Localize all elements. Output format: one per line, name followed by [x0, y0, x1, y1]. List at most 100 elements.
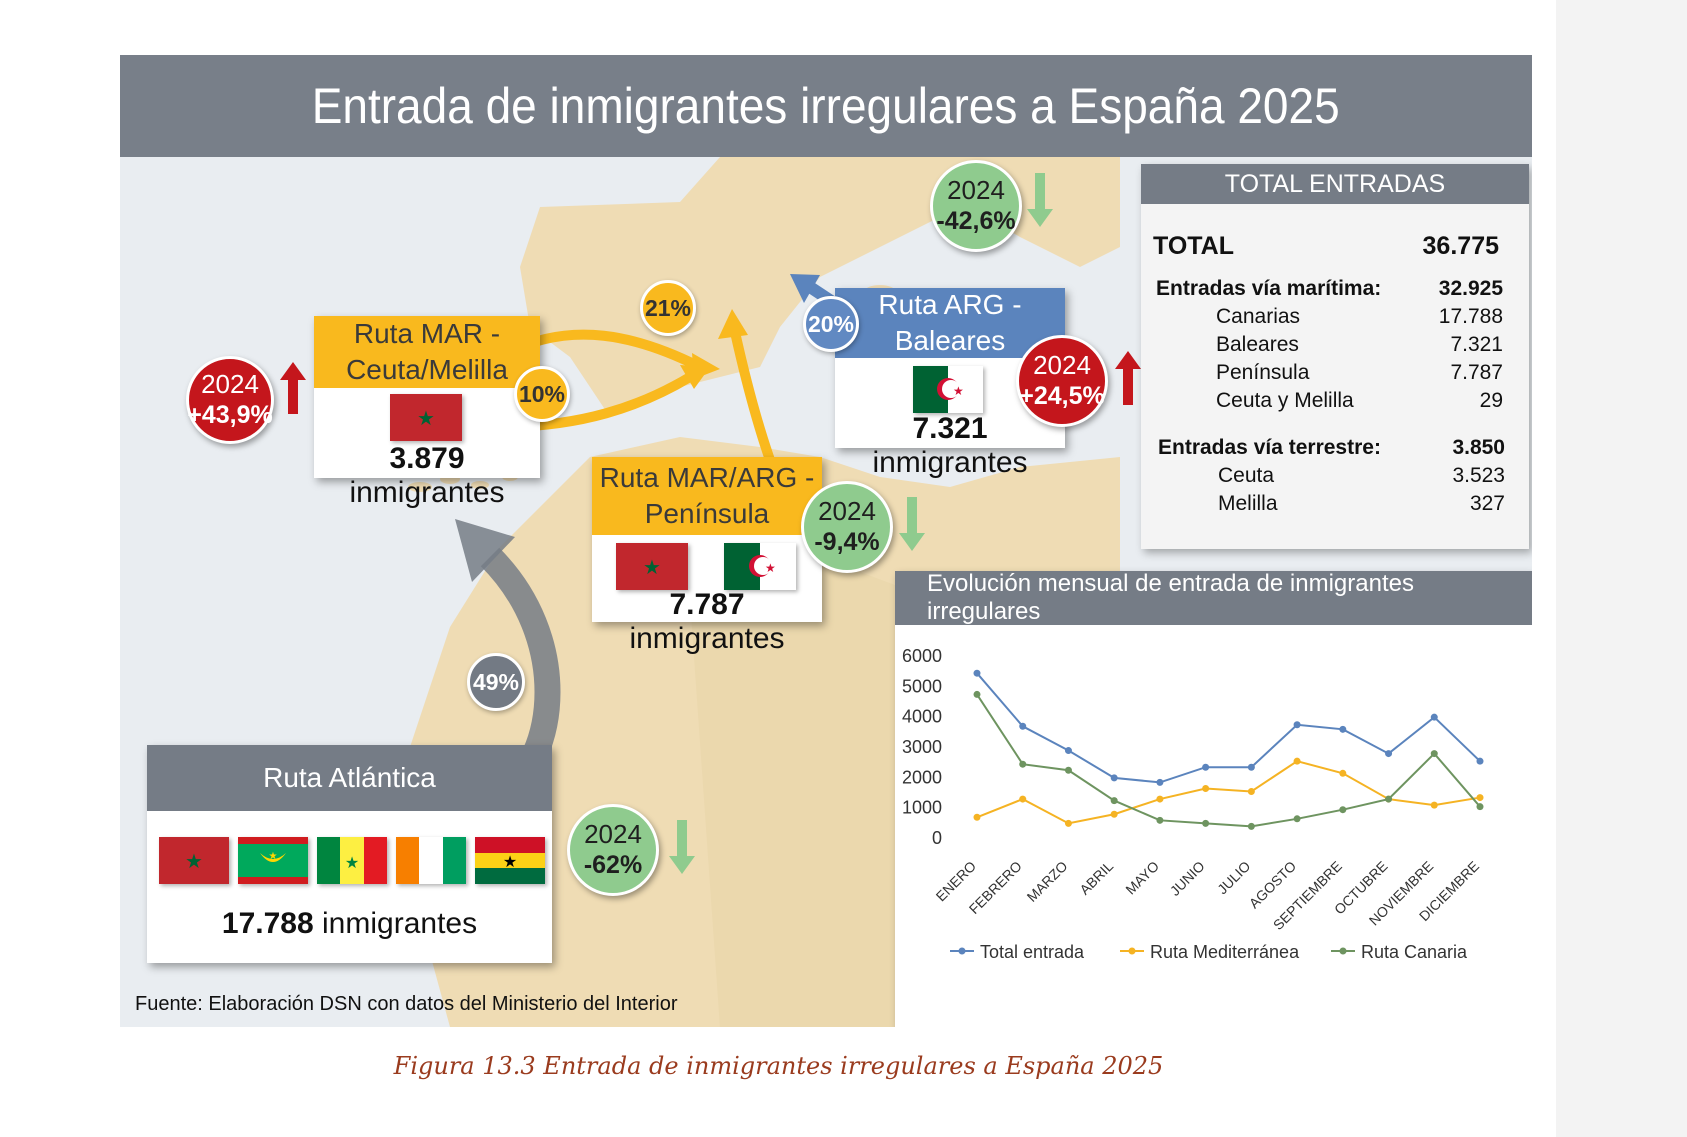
title-banner: Entrada de inmigrantes irregulares a Esp…	[120, 55, 1532, 157]
bubble-year: 2024	[818, 496, 876, 526]
data-point	[1247, 763, 1255, 771]
data-point	[1064, 819, 1072, 827]
maritime-item-label: Península	[1216, 361, 1310, 384]
maritime-value: 32.925	[1438, 277, 1503, 300]
data-point	[1064, 747, 1072, 755]
monthly-chart-panel: Evolución mensual de entrada de inmigran…	[895, 570, 1532, 1027]
y-tick-label: 5000	[902, 676, 942, 696]
route-count: 17.788 inmigrantes	[147, 907, 552, 941]
down-arrow-icon	[669, 820, 695, 874]
land-value: 3.850	[1452, 436, 1505, 459]
maritime-item-label: Canarias	[1216, 305, 1301, 328]
series-line	[976, 760, 1481, 825]
data-point	[1110, 797, 1118, 805]
data-point	[1339, 769, 1347, 777]
route-count-value: 17.788	[221, 907, 314, 940]
y-tick-label: 2000	[902, 767, 942, 787]
maritime-item-value: 7.321	[1450, 333, 1503, 356]
data-point	[1476, 794, 1484, 802]
senegal-flag-icon: ★	[317, 837, 387, 884]
route-title: Ruta ARG - Baleares	[835, 288, 1065, 358]
data-point	[1202, 784, 1210, 792]
data-point	[1064, 766, 1072, 774]
x-tick-label: JULIO	[1214, 858, 1253, 897]
up-arrow-icon	[1115, 351, 1141, 405]
data-point	[1293, 721, 1301, 729]
change-bubble-ceuta: 2024 +43,9%	[186, 356, 274, 444]
change-bubble-peninsula: 2024 -9,4%	[801, 481, 893, 573]
data-point	[973, 813, 981, 821]
legend-label: Ruta Mediterránea	[1150, 942, 1300, 962]
data-point	[973, 690, 981, 698]
route-count-unit: inmigrantes	[322, 907, 478, 940]
data-point	[1019, 722, 1027, 730]
y-tick-label: 0	[932, 828, 942, 848]
route-box-baleares: Ruta ARG - Baleares ★ 7.321 inmigrantes	[835, 288, 1065, 479]
data-point	[1247, 788, 1255, 795]
x-tick-label: JUNIO	[1167, 858, 1208, 899]
total-panel-header: TOTAL ENTRADAS	[1141, 164, 1529, 204]
share-badge-ceuta: 10%	[514, 366, 570, 422]
data-point	[1156, 816, 1164, 824]
route-title: Ruta MAR - Ceuta/Melilla	[314, 316, 540, 388]
mauritania-flag-icon: ★	[238, 837, 308, 884]
total-entries-panel: TOTAL ENTRADAS TOTAL 36.775 Entradas vía…	[1141, 164, 1529, 549]
y-tick-label: 3000	[902, 737, 942, 757]
data-point	[1385, 750, 1393, 758]
maritime-item-label: Baleares	[1216, 333, 1299, 356]
data-point	[1430, 713, 1438, 721]
figure-caption: Figura 13.3 Entrada de inmigrantes irreg…	[393, 1052, 1164, 1080]
maritime-item-value: 7.787	[1450, 361, 1503, 384]
route-title-line1: Ruta ARG -	[878, 289, 1022, 320]
route-title-line2: Baleares	[894, 325, 1006, 356]
share-badge-peninsula: 21%	[640, 280, 696, 336]
series-line	[976, 672, 1481, 784]
infographic-title: Entrada de inmigrantes irregulares a Esp…	[312, 78, 1340, 134]
land-label: Entradas vía terrestre:	[1158, 436, 1381, 459]
morocco-flag-icon: ★	[390, 394, 462, 441]
down-arrow-icon	[1027, 173, 1053, 227]
bubble-year: 2024	[201, 369, 259, 399]
route-title-line1: Ruta MAR/ARG -	[599, 462, 815, 493]
data-point	[1293, 757, 1301, 765]
svg-text:★: ★	[269, 851, 278, 862]
algeria-flag-icon: ★	[913, 366, 983, 413]
morocco-flag-icon: ★	[159, 837, 229, 884]
y-tick-label: 1000	[902, 798, 942, 818]
change-bubble-atlantica: 2024 -62%	[567, 804, 659, 896]
data-point	[1202, 763, 1210, 771]
route-box-peninsula: Ruta MAR/ARG - Península ★ ★ 7.787 inmig…	[592, 457, 822, 655]
total-value: 36.775	[1422, 232, 1499, 260]
route-count-unit: inmigrantes	[872, 446, 1028, 479]
route-count-value: 3.879	[389, 442, 465, 475]
x-tick-label: MAYO	[1122, 858, 1162, 898]
morocco-flag-icon: ★	[616, 543, 688, 590]
route-title-line1: Ruta MAR -	[353, 318, 501, 349]
svg-text:★: ★	[643, 555, 661, 579]
bubble-change: +43,9%	[187, 401, 273, 429]
bubble-change: +24,5%	[1019, 382, 1105, 410]
route-title-line2: Península	[644, 498, 770, 529]
data-point	[1156, 795, 1164, 803]
route-box-ceuta-melilla: Ruta MAR - Ceuta/Melilla ★ 3.879 inmigra…	[314, 316, 540, 509]
data-point	[1385, 795, 1393, 803]
x-tick-label: ENERO	[933, 858, 980, 905]
route-count-value: 7.787	[669, 588, 745, 621]
svg-text:★: ★	[953, 384, 964, 398]
data-point	[1339, 806, 1347, 814]
bubble-year: 2024	[947, 175, 1005, 205]
land-item-label: Melilla	[1218, 492, 1278, 515]
share-badge-baleares: 20%	[803, 296, 859, 352]
svg-text:★: ★	[185, 849, 203, 873]
bubble-year: 2024	[1033, 350, 1091, 380]
land-item-value: 3.523	[1452, 464, 1505, 487]
series-line	[976, 693, 1481, 828]
bubble-change: -62%	[583, 851, 643, 879]
data-point	[1019, 760, 1027, 768]
bubble-change: -9,4%	[814, 528, 880, 556]
data-point	[1430, 750, 1438, 758]
legend-label: Total entrada	[980, 942, 1085, 962]
x-tick-label: ABRIL	[1076, 858, 1116, 898]
share-badge-atlantica: 49%	[467, 653, 525, 711]
ivory-coast-flag-icon	[396, 837, 466, 884]
